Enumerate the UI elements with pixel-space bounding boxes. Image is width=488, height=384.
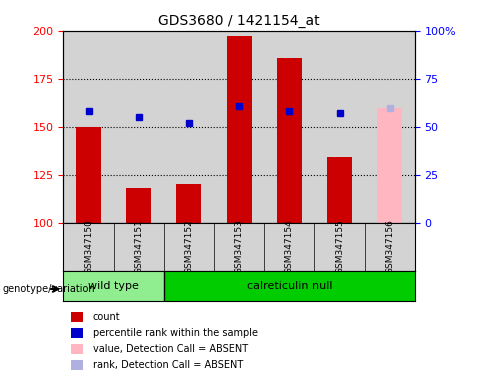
Text: GSM347153: GSM347153 [235, 219, 244, 274]
Text: GSM347152: GSM347152 [184, 219, 193, 274]
Text: rank, Detection Call = ABSENT: rank, Detection Call = ABSENT [93, 360, 243, 370]
Bar [327, 157, 352, 223]
Text: percentile rank within the sample: percentile rank within the sample [93, 328, 258, 338]
Bar [277, 58, 302, 223]
Bar [176, 184, 202, 223]
Bar [63, 271, 164, 301]
Text: value, Detection Call = ABSENT: value, Detection Call = ABSENT [93, 344, 248, 354]
Bar [76, 127, 101, 223]
Text: GSM347150: GSM347150 [84, 219, 93, 274]
Bar [164, 271, 415, 301]
Text: GSM347155: GSM347155 [335, 219, 344, 274]
Text: genotype/variation: genotype/variation [2, 284, 95, 294]
Bar [377, 108, 402, 223]
Title: GDS3680 / 1421154_at: GDS3680 / 1421154_at [158, 14, 320, 28]
Text: calreticulin null: calreticulin null [246, 281, 332, 291]
Text: GSM347151: GSM347151 [134, 219, 143, 274]
Bar [226, 36, 252, 223]
Text: GSM347156: GSM347156 [385, 219, 394, 274]
Text: wild type: wild type [88, 281, 139, 291]
Text: count: count [93, 312, 121, 322]
Text: GSM347154: GSM347154 [285, 219, 294, 274]
Bar [126, 188, 151, 223]
